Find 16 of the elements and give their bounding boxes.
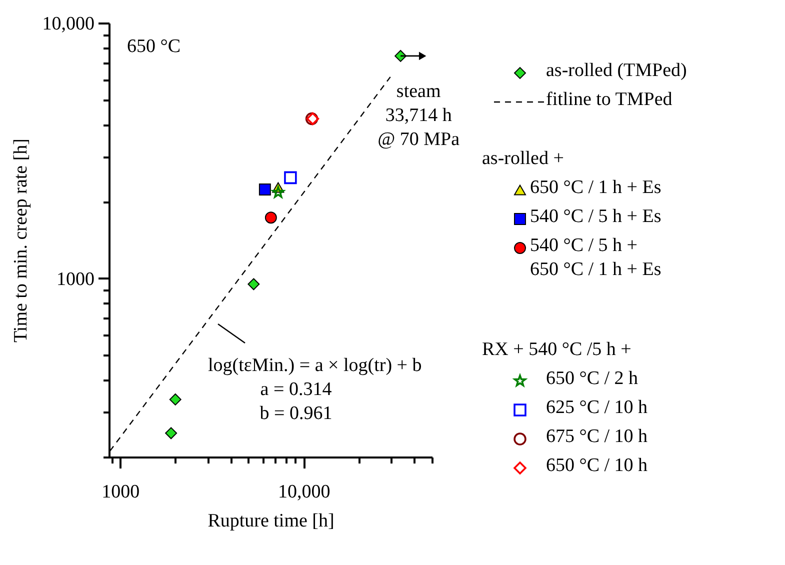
annotation: log(tεMin.) = a × log(tr) + b a = 0.314 b = 0.961 xyxy=(208,355,422,424)
legend-label: fitline to TMPed xyxy=(546,89,673,110)
x-axis-title: Rupture time [h] xyxy=(208,510,334,532)
legend-label: 540 °C / 5 h + 650 °C / 1 h + Es xyxy=(530,235,662,280)
legend-label: 650 °C / 1 h + Es xyxy=(530,177,662,198)
legend-label: 540 °C / 5 h + Es xyxy=(530,206,662,227)
text: RX + 540 °C /5 h + xyxy=(482,339,632,360)
legend-label: 650 °C / 2 h xyxy=(546,368,639,389)
annotation: 650 °C xyxy=(127,36,181,57)
legend-label: 675 °C / 10 h xyxy=(546,426,648,447)
legend-label: as-rolled (TMPed) xyxy=(546,60,687,81)
annotation: steam 33,714 h @ 70 MPa xyxy=(378,80,460,150)
legend-label: 625 °C / 10 h xyxy=(546,397,648,418)
legend-label: 650 °C / 10 h xyxy=(546,455,648,476)
text: as-rolled + xyxy=(482,148,564,169)
y-axis-title: Time to min. creep rate [h] xyxy=(10,138,32,343)
